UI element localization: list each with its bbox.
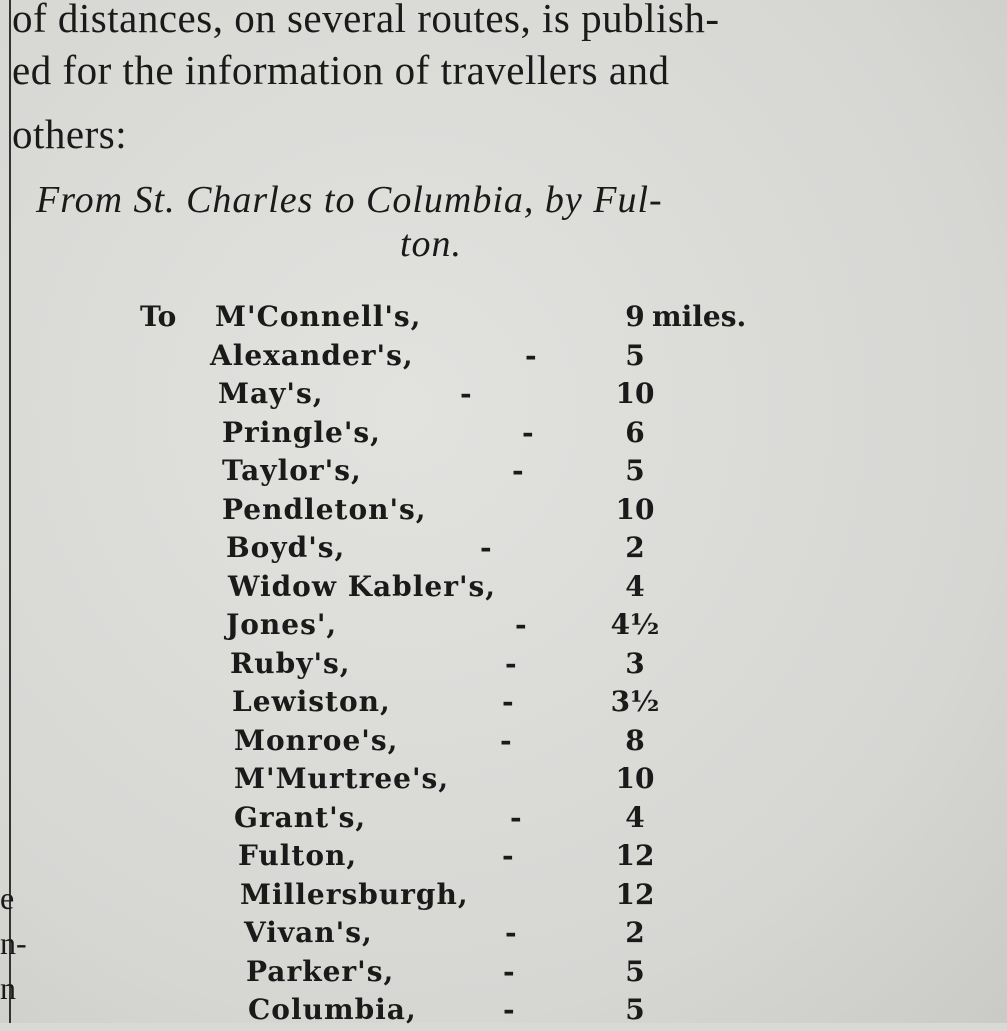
- table-row: Vivan's, - 2: [0, 916, 1007, 954]
- place-name: Millersburgh,: [240, 877, 469, 911]
- miles-value: 5: [625, 454, 645, 487]
- leader-dash: -: [480, 531, 492, 564]
- leader-dash: -: [460, 377, 472, 410]
- leader-dash: -: [505, 916, 517, 949]
- table-row: Ruby's, - 3: [0, 647, 1007, 685]
- place-name: Fulton,: [238, 839, 358, 872]
- miles-value: 10: [615, 377, 655, 410]
- miles-value: 10: [615, 762, 655, 795]
- column-rule: [9, 0, 11, 1023]
- leader-dash: -: [512, 454, 524, 487]
- leader-dash: -: [525, 338, 537, 372]
- route-heading-continued: ton.: [400, 223, 463, 265]
- table-row: To M'Connell's, 9 miles.: [0, 300, 1007, 338]
- place-name: Taylor's,: [222, 454, 362, 487]
- place-name: Pendleton's,: [222, 492, 427, 526]
- route-heading: From St. Charles to Columbia, by Ful-: [36, 179, 663, 221]
- table-row: Pendleton's, 10: [0, 493, 1007, 531]
- place-name: May's,: [218, 377, 324, 410]
- place-name: Pringle's,: [222, 415, 381, 449]
- place-name: Monroe's,: [234, 723, 399, 757]
- paragraph-line: others:: [12, 111, 128, 157]
- place-name: Vivan's,: [244, 916, 373, 949]
- table-row: Parker's, - 5: [0, 955, 1007, 993]
- left-column-fragment: e: [0, 880, 15, 916]
- table-row: Fulton, - 12: [0, 839, 1007, 877]
- left-column-fragment: n: [0, 970, 16, 1006]
- place-name: Widow Kabler's,: [228, 569, 497, 603]
- miles-value: 6: [625, 415, 645, 449]
- miles-value: 12: [615, 877, 655, 911]
- miles-value: 12: [615, 839, 655, 872]
- paragraph-line: of distances, on several routes, is publ…: [12, 0, 720, 41]
- table-row: Columbia, - 5: [0, 993, 1007, 1031]
- leader-dash: -: [503, 954, 515, 988]
- table-row: Jones', - 4½: [0, 608, 1007, 646]
- place-name: Parker's,: [246, 954, 395, 988]
- place-name: M'Murtree's,: [234, 762, 450, 795]
- miles-value: 4½: [610, 608, 660, 641]
- table-row: Lewiston, - 3½: [0, 685, 1007, 723]
- place-name: Grant's,: [234, 800, 367, 834]
- leader-dash: -: [502, 685, 514, 718]
- miles-value: 2: [625, 531, 645, 564]
- table-row: M'Murtree's, 10: [0, 762, 1007, 800]
- place-name: Boyd's,: [226, 531, 346, 564]
- table-row: Taylor's, - 5: [0, 454, 1007, 492]
- place-name: M'Connell's,: [215, 300, 422, 333]
- left-column-fragment: n-: [0, 925, 27, 961]
- miles-value: 9: [625, 300, 645, 333]
- leader-dash: -: [510, 800, 522, 834]
- miles-value: 5: [625, 338, 645, 372]
- table-row: Pringle's, - 6: [0, 416, 1007, 454]
- miles-value: 5: [625, 954, 645, 988]
- unit-label: miles.: [652, 300, 747, 333]
- place-name: Alexander's,: [210, 338, 414, 372]
- miles-value: 4: [625, 569, 645, 603]
- table-row: Grant's, - 4: [0, 801, 1007, 839]
- miles-value: 3½: [610, 685, 660, 718]
- paragraph-line: ed for the information of travellers and: [12, 47, 670, 93]
- place-name: Columbia,: [248, 993, 417, 1026]
- place-name: Lewiston,: [232, 685, 391, 718]
- leader-dash: -: [503, 993, 515, 1026]
- table-row: Millersburgh, 12: [0, 878, 1007, 916]
- leader-dash: -: [522, 415, 534, 449]
- miles-value: 5: [625, 993, 645, 1026]
- prefix: To: [140, 300, 177, 333]
- miles-value: 8: [625, 723, 645, 757]
- miles-value: 3: [625, 646, 645, 680]
- table-row: Boyd's, - 2: [0, 531, 1007, 569]
- miles-value: 2: [625, 916, 645, 949]
- leader-dash: -: [515, 608, 527, 641]
- leader-dash: -: [500, 723, 512, 757]
- table-row: Monroe's, - 8: [0, 724, 1007, 762]
- table-row: Widow Kabler's, 4: [0, 570, 1007, 608]
- place-name: Jones',: [226, 608, 338, 641]
- leader-dash: -: [505, 646, 517, 680]
- leader-dash: -: [502, 839, 514, 872]
- miles-value: 4: [625, 800, 645, 834]
- miles-value: 10: [615, 492, 655, 526]
- table-row: May's, - 10: [0, 377, 1007, 415]
- place-name: Ruby's,: [230, 646, 351, 680]
- table-row: Alexander's, - 5: [0, 339, 1007, 377]
